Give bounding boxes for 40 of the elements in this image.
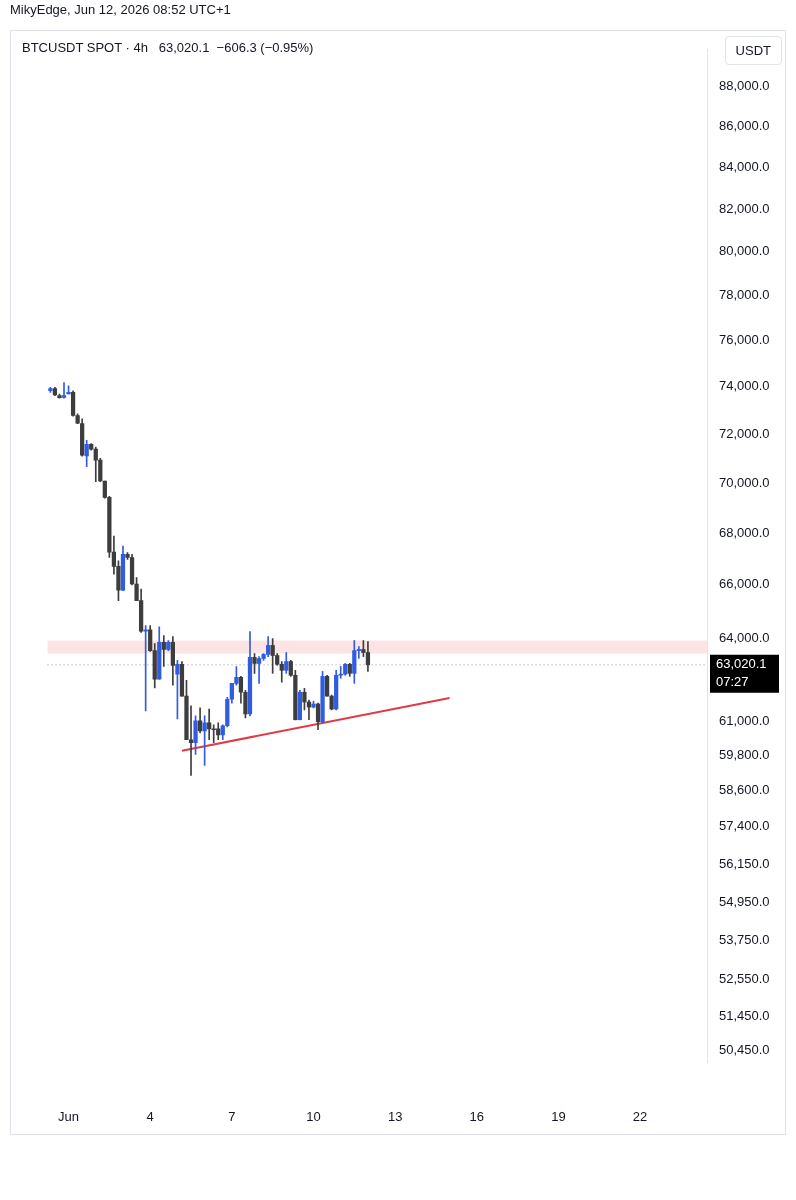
- y-tick-label: 80,000.0: [719, 243, 770, 259]
- x-tick-label: 19: [551, 1109, 566, 1125]
- y-tick-label: 84,000.0: [719, 158, 770, 174]
- y-tick-label: 53,750.0: [719, 931, 770, 947]
- y-tick-label: 82,000.0: [719, 200, 770, 216]
- y-tick-label: 78,000.0: [719, 287, 770, 303]
- candlestick: [211, 724, 216, 743]
- y-tick-label: 86,000.0: [719, 118, 770, 134]
- y-tick-label: 56,150.0: [719, 856, 770, 872]
- x-tick-label: 10: [306, 1109, 321, 1125]
- y-tick-label: 54,950.0: [719, 893, 770, 909]
- y-tick-label: 74,000.0: [719, 378, 770, 394]
- x-tick-label: Jun: [58, 1109, 80, 1125]
- y-tick-label: 52,550.0: [719, 970, 770, 986]
- x-tick-label: 22: [632, 1109, 648, 1125]
- y-tick-label: 50,450.0: [719, 1041, 770, 1057]
- y-tick-label: 76,000.0: [719, 332, 770, 348]
- candlestick: [61, 382, 67, 399]
- y-tick-label: 88,000.0: [719, 78, 770, 94]
- ref-line-label: 63,020.1: [716, 656, 767, 672]
- y-tick-label: 66,000.0: [719, 576, 770, 592]
- x-tick-label: 7: [228, 1109, 236, 1125]
- candlestick: [161, 635, 166, 667]
- y-tick-label: 68,000.0: [719, 524, 770, 540]
- y-tick-label: 58,600.0: [719, 782, 770, 798]
- y-tick-label: 72,000.0: [719, 425, 770, 441]
- y-tick-label: 64,000.0: [719, 629, 770, 645]
- candlestick: [256, 656, 262, 684]
- y-tick-label: 57,400.0: [719, 818, 770, 834]
- y-tick-label: 61,000.0: [719, 712, 770, 728]
- x-tick-label: 16: [469, 1109, 485, 1125]
- y-axis-title: USDT: [724, 36, 782, 65]
- x-tick-label: 4: [146, 1109, 154, 1125]
- y-tick-label: 51,450.0: [719, 1007, 770, 1023]
- y-tick-label: 59,800.0: [719, 747, 770, 763]
- text: MikyEdge, Jun 12, 2026 08:52 UTC+1: [10, 2, 231, 17]
- chart-title: BTCUSDT SPOT · 4h 63,020.1 −606.3 (−0.95%): [22, 40, 314, 55]
- x-tick-label: 13: [387, 1109, 403, 1125]
- y-tick-label: 70,000.0: [719, 474, 770, 490]
- text: 07:27: [716, 674, 749, 690]
